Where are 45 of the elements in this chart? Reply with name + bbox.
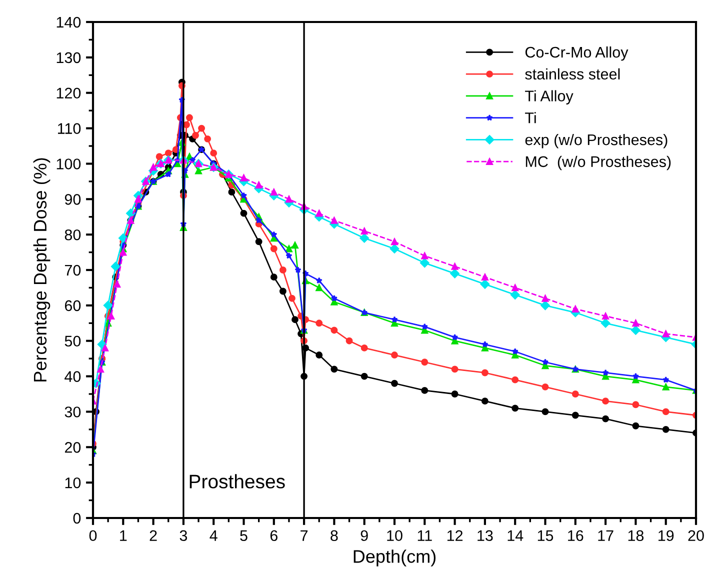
- y-tick-label: 110: [58, 123, 81, 134]
- x-tick-label: 6: [270, 530, 278, 542]
- x-tick-label: 2: [150, 530, 157, 541]
- x-axis-title: Depth(cm): [354, 550, 436, 566]
- x-tick-label: 12: [447, 530, 463, 541]
- legend-label: Ti: [525, 112, 536, 124]
- x-tick-label: 7: [300, 530, 308, 541]
- y-tick-label: 10: [65, 477, 81, 488]
- x-tick-label: 20: [688, 530, 704, 542]
- x-tick-label: 8: [330, 530, 338, 542]
- x-tick-label: 1: [120, 530, 127, 541]
- annotation: Prostheses: [190, 474, 285, 488]
- legend-label: Co-Cr-Mo Alloy: [525, 46, 628, 61]
- x-tick-label: 15: [538, 530, 554, 542]
- y-tick-label: 30: [64, 406, 81, 418]
- y-axis-title: Percentage Depth Dose (%): [33, 158, 50, 382]
- x-tick-label: 4: [210, 530, 218, 541]
- y-tick-label: 20: [64, 442, 81, 453]
- y-tick-label: 140: [56, 16, 81, 28]
- legend-label: stainless steel: [525, 68, 620, 80]
- x-tick-label: 17: [598, 530, 614, 541]
- x-tick-label: 16: [568, 530, 584, 542]
- y-tick-label: 70: [64, 264, 81, 276]
- y-tick-label: 130: [56, 52, 81, 64]
- y-tick-label: 0: [73, 512, 81, 524]
- legend-label: exp (w/o Prostheses): [525, 134, 668, 148]
- y-tick-label: 50: [64, 336, 81, 347]
- x-tick-label: 5: [240, 530, 248, 542]
- x-tick-label: 11: [418, 530, 432, 541]
- x-tick-label: 18: [628, 530, 644, 542]
- x-tick-label: 3: [180, 530, 188, 542]
- legend-label: Ti Alloy: [525, 90, 574, 104]
- x-tick-label: 10: [387, 530, 402, 542]
- y-tick-label: 100: [56, 158, 81, 170]
- x-tick-label: 13: [478, 530, 493, 542]
- x-tick-label: 19: [658, 530, 674, 542]
- y-tick-label: 120: [56, 88, 81, 99]
- y-tick-label: 90: [64, 194, 81, 205]
- y-tick-label: 40: [64, 371, 81, 382]
- x-tick-label: 0: [89, 530, 97, 542]
- legend-label: MC (w/o Prostheses): [526, 156, 671, 170]
- x-tick-label: 14: [508, 530, 524, 541]
- x-tick-label: 9: [360, 530, 368, 542]
- y-tick-label: 80: [64, 229, 81, 240]
- y-tick-label: 60: [64, 300, 81, 312]
